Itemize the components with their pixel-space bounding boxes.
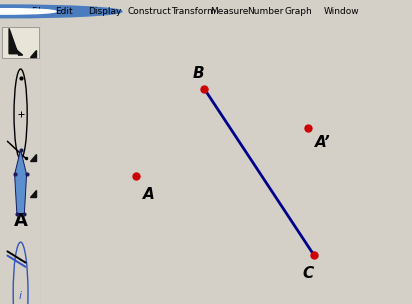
Text: A: A — [143, 187, 154, 202]
Circle shape — [0, 5, 122, 18]
Polygon shape — [30, 154, 36, 161]
Text: Construct: Construct — [128, 7, 171, 16]
Text: A’: A’ — [315, 135, 331, 150]
Text: Number: Number — [247, 7, 283, 16]
FancyBboxPatch shape — [2, 27, 39, 58]
Text: C: C — [302, 266, 314, 281]
Text: Transform: Transform — [171, 7, 216, 16]
Text: File: File — [31, 7, 46, 16]
Text: i: i — [19, 291, 22, 301]
Circle shape — [0, 9, 56, 14]
Polygon shape — [30, 190, 36, 197]
Text: Edit: Edit — [56, 7, 73, 16]
Text: Window: Window — [323, 7, 359, 16]
Text: Display: Display — [89, 7, 122, 16]
Text: Measure: Measure — [210, 7, 248, 16]
Polygon shape — [14, 150, 27, 215]
Polygon shape — [9, 29, 23, 55]
Text: B: B — [193, 66, 205, 81]
Text: A: A — [14, 212, 28, 230]
Text: Graph: Graph — [284, 7, 312, 16]
Polygon shape — [30, 50, 36, 57]
